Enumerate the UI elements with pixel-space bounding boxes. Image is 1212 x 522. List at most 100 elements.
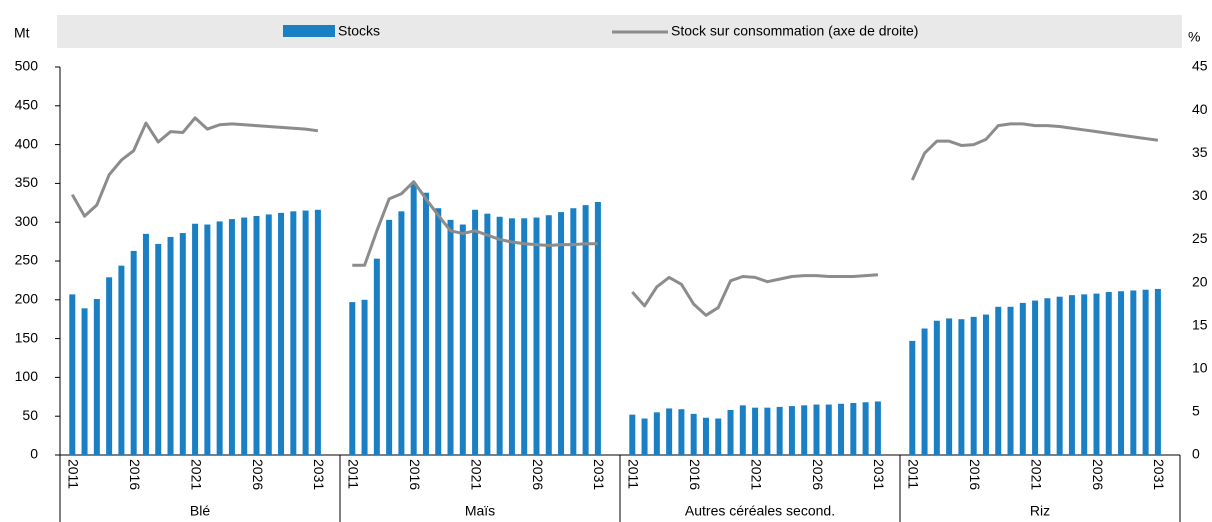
bar <box>995 306 1002 455</box>
bar <box>570 208 577 455</box>
bar <box>533 217 540 455</box>
bar <box>496 216 503 455</box>
bar <box>81 308 88 455</box>
bar <box>958 319 965 455</box>
bar <box>118 265 125 455</box>
x-tick-label: 2011 <box>346 459 362 489</box>
bar <box>1142 289 1149 455</box>
bar <box>386 219 393 455</box>
y-tick-label: 500 <box>15 58 39 74</box>
bar <box>459 224 466 455</box>
bar <box>179 233 186 455</box>
y2-tick-label: 35 <box>1192 144 1208 160</box>
bar <box>204 224 211 455</box>
bar <box>192 223 199 455</box>
y2-axis-label: % <box>1188 29 1200 45</box>
legend-label: Stocks <box>338 23 380 39</box>
bar <box>398 211 405 455</box>
bar <box>764 407 771 455</box>
bar <box>290 211 297 455</box>
bar <box>838 403 845 455</box>
x-tick-label: 2031 <box>311 459 327 490</box>
bar <box>373 258 380 455</box>
x-tick-label: 2026 <box>530 459 546 490</box>
bar <box>921 328 928 455</box>
bar <box>1154 288 1161 455</box>
bar <box>278 212 285 455</box>
bar <box>909 340 916 455</box>
bar <box>594 202 601 455</box>
bar <box>1019 302 1026 455</box>
bar <box>69 294 76 455</box>
y2-tick-label: 45 <box>1192 58 1208 74</box>
bar <box>933 320 940 455</box>
y-tick-label: 400 <box>15 135 39 151</box>
bar <box>521 218 528 455</box>
bar <box>739 405 746 455</box>
bar <box>241 217 248 455</box>
x-tick-label: 2016 <box>407 459 423 490</box>
bar <box>216 221 223 455</box>
line <box>70 116 319 218</box>
bar <box>666 408 673 455</box>
bar <box>1130 290 1137 455</box>
bar <box>862 402 869 455</box>
bar <box>653 412 660 455</box>
y2-tick-label: 5 <box>1192 403 1200 419</box>
x-tick-label: 2031 <box>871 459 887 490</box>
bar <box>582 205 589 455</box>
bar <box>970 316 977 455</box>
bar <box>1118 291 1125 455</box>
bar <box>155 243 162 455</box>
legend-swatch <box>283 25 335 37</box>
x-tick-label: 2021 <box>748 459 764 490</box>
bar <box>228 219 235 455</box>
bar <box>106 277 113 455</box>
bar <box>410 183 417 455</box>
line <box>352 180 598 267</box>
bar <box>142 233 149 455</box>
bar <box>1032 300 1039 455</box>
bar <box>447 219 454 455</box>
bar <box>1068 295 1075 455</box>
bar <box>715 418 722 455</box>
x-tick-label: 2026 <box>250 459 266 490</box>
y2-tick-label: 40 <box>1192 101 1208 117</box>
bar <box>302 210 309 455</box>
bar <box>545 215 552 455</box>
line <box>910 122 1159 181</box>
bar <box>314 209 321 455</box>
bar <box>1093 293 1100 455</box>
bar <box>265 214 272 455</box>
bar <box>167 236 174 455</box>
y-tick-label: 450 <box>15 97 39 113</box>
group-label: Riz <box>1030 503 1050 519</box>
bar <box>690 413 697 455</box>
bar <box>253 215 260 455</box>
y2-tick-label: 25 <box>1192 230 1208 246</box>
bar <box>422 192 429 455</box>
bar <box>93 299 100 455</box>
bar <box>558 212 565 455</box>
y-tick-label: 50 <box>22 407 38 423</box>
line <box>631 273 879 317</box>
bar <box>813 404 820 455</box>
y2-tick-label: 10 <box>1192 359 1208 375</box>
bar <box>752 407 759 455</box>
bar <box>1044 298 1051 455</box>
bar <box>874 401 881 455</box>
x-tick-label: 2031 <box>591 459 607 490</box>
x-tick-label: 2016 <box>687 459 703 490</box>
group-label: Autres céréales second. <box>685 503 835 519</box>
bar <box>130 250 137 455</box>
x-tick-label: 2021 <box>188 459 204 490</box>
y2-tick-label: 0 <box>1192 446 1200 462</box>
group-label: Blé <box>190 503 210 519</box>
bar <box>1081 294 1088 455</box>
bar <box>1056 296 1063 455</box>
bar <box>946 318 953 455</box>
x-tick-label: 2011 <box>906 459 922 489</box>
x-tick-label: 2011 <box>626 459 642 489</box>
bar <box>982 314 989 455</box>
x-tick-label: 2031 <box>1151 459 1167 490</box>
